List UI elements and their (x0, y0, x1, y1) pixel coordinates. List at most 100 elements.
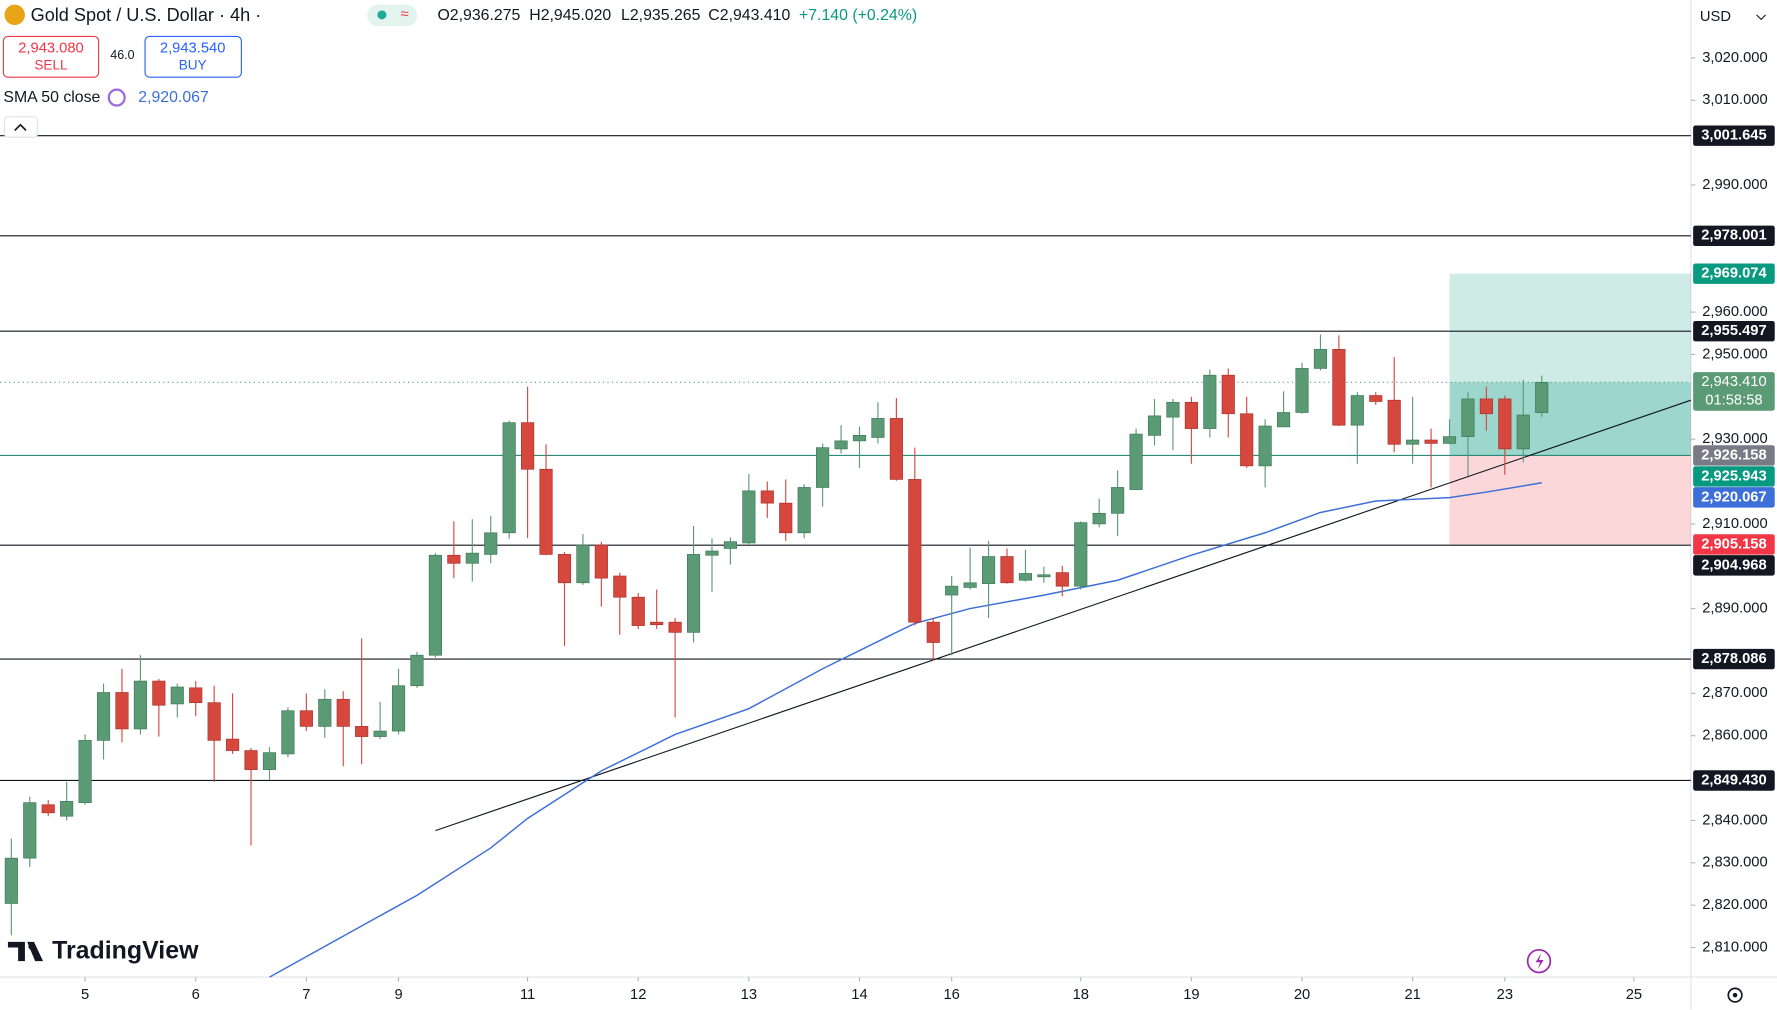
candle-body (60, 801, 74, 817)
price-tag-label: 2,905.158 (1701, 536, 1766, 552)
candle-body (428, 554, 442, 656)
candle-body (484, 532, 498, 555)
candle-body (816, 447, 830, 488)
currency[interactable]: USD (1700, 9, 1731, 25)
x-tick-label: 5 (81, 987, 89, 1003)
candle-body (1461, 398, 1475, 437)
candle-body (557, 554, 572, 584)
ohlc-low: L2,935.265 (621, 7, 701, 24)
status-pill (367, 4, 418, 27)
candle-body (945, 585, 959, 596)
candle-body (41, 804, 55, 814)
candle-body (410, 654, 424, 687)
candle-body (1055, 572, 1069, 587)
candle-body (1018, 573, 1033, 581)
price-tag (1693, 125, 1775, 146)
x-tick-label: 6 (192, 987, 200, 1003)
indicator-name: SMA 50 close (3, 89, 100, 106)
last-price-label: 2,943.410 (1701, 374, 1766, 390)
ohlc-change: +7.140 (+0.24%) (799, 7, 917, 24)
lightning-icon (1535, 953, 1544, 970)
y-tick-label: 2,950.000 (1702, 346, 1767, 362)
candle-body (613, 575, 627, 598)
price-tag-label: 3,001.645 (1701, 128, 1766, 144)
candle-body (23, 802, 37, 859)
indicator-value: 2,920.067 (138, 89, 209, 106)
x-tick-label: 9 (394, 987, 402, 1003)
candle-body (1074, 522, 1088, 587)
x-tick-label: 7 (302, 987, 310, 1003)
candle-body (1184, 401, 1198, 429)
candle-body (502, 422, 516, 534)
candle-body (1166, 401, 1180, 418)
ohlc-close: C2,943.410 (708, 7, 790, 24)
candle-body (1516, 414, 1530, 450)
buy-price: 2,943.540 (160, 41, 225, 57)
y-tick-label: 2,820.000 (1702, 897, 1767, 913)
sell-price: 2,943.080 (18, 41, 83, 57)
trendline (435, 399, 1692, 832)
sell-button[interactable] (2, 35, 100, 78)
candle-body (1111, 487, 1125, 514)
candle-body (1240, 413, 1254, 467)
candle-body (226, 738, 240, 751)
sell-label: SELL (34, 57, 68, 72)
candle-body (1406, 439, 1420, 445)
settings-button[interactable] (1727, 987, 1743, 1003)
candle-body (576, 544, 590, 584)
candle-body (631, 596, 645, 626)
y-tick-label: 2,870.000 (1702, 685, 1767, 701)
collapse-icon (14, 123, 27, 132)
brand-name: TradingView (52, 937, 199, 965)
candle-body (668, 621, 682, 633)
candle-body (1147, 415, 1162, 436)
y-tick-label: 2,910.000 (1702, 516, 1767, 532)
spread: 46.0 (110, 48, 134, 62)
candle-body (779, 502, 793, 534)
candle-body (4, 857, 18, 904)
candle-body (355, 726, 369, 737)
price-tag-label: 2,926.158 (1701, 447, 1766, 463)
price-tag-label: 2,925.943 (1701, 468, 1766, 484)
candle-body (1535, 382, 1549, 413)
candle-body (391, 685, 406, 732)
y-tick-label: 2,890.000 (1702, 601, 1767, 617)
candle-body (926, 621, 940, 643)
buy-button[interactable] (144, 35, 242, 78)
candle-body (1369, 395, 1383, 402)
candle-body (797, 487, 811, 534)
candle-body (336, 698, 350, 727)
candle-body (1276, 412, 1291, 428)
candle-body (742, 490, 756, 544)
candle-body (262, 752, 277, 770)
candle-body (521, 422, 535, 470)
candle-body (465, 552, 479, 564)
candle-body (207, 702, 221, 741)
candle-body (871, 418, 885, 438)
collapse-button[interactable] (3, 116, 38, 138)
x-tick-label: 14 (851, 987, 867, 1003)
countdown: 01:58:58 (1705, 392, 1762, 408)
candle-body (650, 621, 664, 626)
symbol-title: Gold Spot / U.S. Dollar · 4h · (31, 5, 262, 25)
candle-body (889, 418, 903, 480)
candle-body (281, 710, 295, 755)
price-tag (1693, 466, 1775, 487)
price-tag-label: 2,904.968 (1701, 557, 1766, 573)
last-price-tag (1693, 372, 1775, 411)
lightning-button[interactable] (1526, 948, 1552, 974)
y-tick-label: 2,840.000 (1702, 812, 1767, 828)
price-tag-label: 2,878.086 (1701, 651, 1766, 667)
price-tag-label: 2,955.497 (1701, 323, 1766, 339)
x-tick-label: 23 (1497, 987, 1513, 1003)
brand-logo-dot (28, 943, 36, 950)
y-tick-label: 2,830.000 (1702, 855, 1767, 871)
price-tag-label: 2,978.001 (1701, 228, 1766, 244)
candle-body (705, 550, 719, 556)
candle-body (133, 680, 147, 730)
candle-body (1037, 574, 1051, 578)
candle-body (115, 692, 129, 730)
candle-body (981, 556, 996, 584)
